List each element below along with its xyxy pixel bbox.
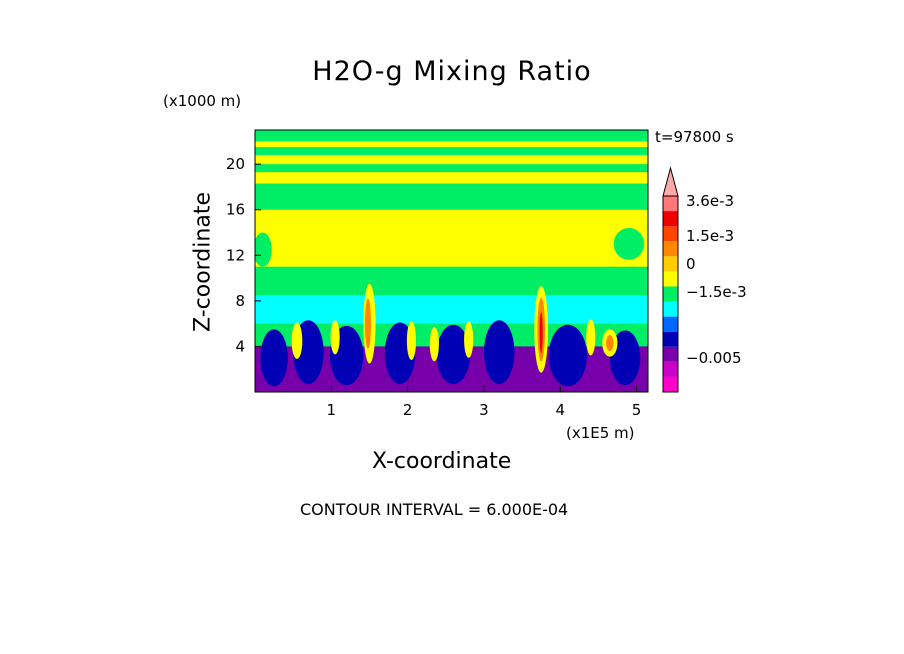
colorbar-cell: [663, 286, 678, 302]
heatmap-layer: [255, 266, 648, 296]
heatmap-blob: [255, 232, 272, 267]
colorbar-cell: [663, 301, 678, 317]
heatmap-blob: [499, 186, 561, 199]
colorbar-frame: [662, 195, 679, 393]
heatmap-blob: [567, 184, 645, 194]
heatmap-blob: [464, 321, 474, 358]
colorbar: 3.6e-3 1.5e-3 0 −1.5e-3 −0.005: [662, 166, 747, 393]
colorbar-cell: [663, 241, 678, 257]
colorbar-cell: [663, 271, 678, 287]
x-tick-label: 4: [555, 401, 565, 419]
contour-interval-label: CONTOUR INTERVAL = 6.000E-04: [300, 500, 569, 519]
x-axis-title: X-coordinate: [372, 449, 512, 474]
colorbar-tick-label: 1.5e-3: [686, 227, 734, 245]
y-axis-ticks: 4 8 12 16 20: [226, 155, 261, 355]
heatmap-band: [255, 172, 648, 184]
colorbar-tick-label: −1.5e-3: [686, 283, 747, 301]
heatmap-blob: [364, 298, 371, 349]
colorbar-cell: [663, 256, 678, 272]
x-tick-label: 2: [403, 401, 413, 419]
colorbar-cell: [663, 376, 678, 392]
heatmap-blob: [548, 324, 587, 387]
colorbar-cell: [663, 211, 678, 227]
chart-title: H2O-g Mixing Ratio: [312, 56, 592, 87]
colorbar-cell: [663, 226, 678, 242]
colorbar-cell: [663, 316, 678, 332]
heatmap-blob: [260, 329, 288, 387]
heatmap-band: [255, 141, 648, 148]
heatmap-blob: [429, 327, 439, 362]
heatmap-blob: [331, 193, 408, 203]
heatmap-blob: [586, 319, 596, 356]
colorbar-cell: [663, 331, 678, 347]
colorbar-cell: [663, 361, 678, 377]
x-tick-label: 3: [479, 401, 489, 419]
heatmap-blob: [255, 186, 339, 199]
colorbar-tick-label: −0.005: [686, 349, 742, 367]
heatmap-blob: [613, 227, 645, 260]
heatmap-blob: [436, 324, 471, 385]
y-tick-label: 4: [235, 337, 245, 355]
heatmap-band: [255, 155, 648, 165]
colorbar-tick-label: 3.6e-3: [686, 192, 734, 210]
y-tick-label: 16: [226, 201, 245, 219]
heatmap-layer: [255, 295, 648, 324]
colorbar-tick-label: 0: [686, 255, 696, 273]
x-axis-ticks: 1 2 3 4 5: [327, 386, 642, 419]
heatmap-blob: [419, 235, 473, 264]
y-scale-note: (x1000 m): [163, 92, 242, 110]
y-tick-label: 12: [226, 246, 245, 264]
colorbar-cell: [663, 346, 678, 362]
heatmap-blob: [606, 335, 614, 351]
heatmap-blob: [483, 320, 515, 385]
time-label: t=97800 s: [655, 128, 734, 146]
colorbar-cell: [663, 196, 678, 212]
heatmap-blob: [291, 322, 303, 359]
x-scale-note: (x1E5 m): [566, 424, 635, 442]
y-tick-label: 8: [235, 292, 245, 310]
plot-frame: [254, 129, 649, 393]
heatmap-blob: [609, 330, 641, 386]
y-axis-title: Z-coordinate: [190, 192, 216, 332]
heatmap-blob: [330, 320, 340, 355]
heatmap-blob: [406, 321, 417, 361]
heatmap-area: [255, 130, 648, 392]
y-tick-label: 20: [226, 155, 245, 173]
x-tick-label: 5: [632, 401, 642, 419]
x-tick-label: 1: [327, 401, 337, 419]
colorbar-cap: [662, 166, 679, 197]
heatmap-blob: [539, 312, 543, 354]
